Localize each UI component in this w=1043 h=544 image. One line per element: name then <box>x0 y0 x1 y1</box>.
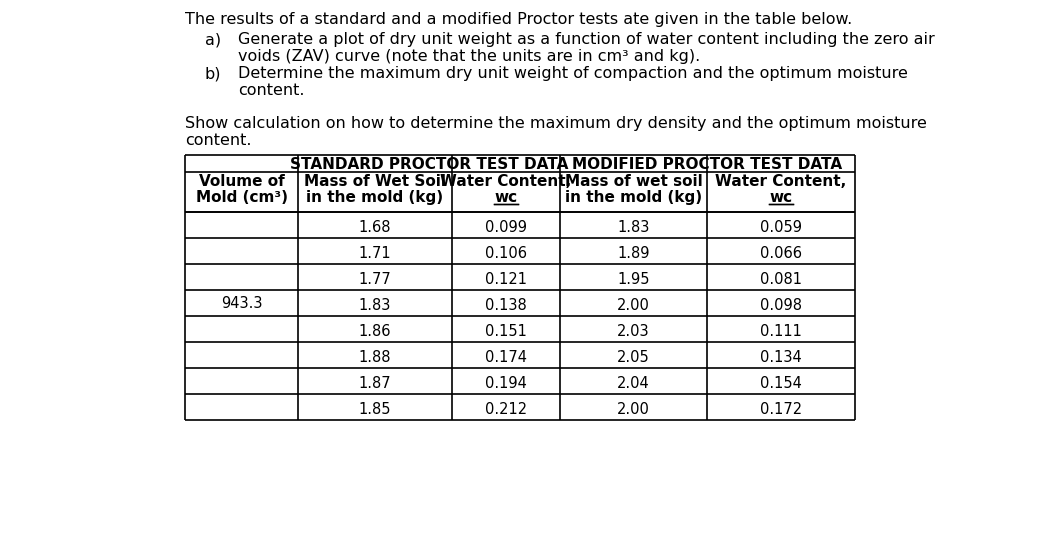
Text: 1.85: 1.85 <box>359 401 391 417</box>
Text: 1.83: 1.83 <box>617 219 650 234</box>
Text: Volume of: Volume of <box>198 174 285 189</box>
Text: 0.174: 0.174 <box>485 349 527 364</box>
Text: 943.3: 943.3 <box>221 295 262 311</box>
Text: 0.134: 0.134 <box>760 349 802 364</box>
Text: a): a) <box>205 32 221 47</box>
Text: b): b) <box>205 66 221 81</box>
Text: 0.194: 0.194 <box>485 375 527 391</box>
Text: 0.138: 0.138 <box>485 298 527 312</box>
Text: 0.154: 0.154 <box>760 375 802 391</box>
Text: 1.87: 1.87 <box>359 375 391 391</box>
Text: in the mold (kg): in the mold (kg) <box>565 190 702 205</box>
Text: 1.77: 1.77 <box>359 271 391 287</box>
Text: 0.212: 0.212 <box>485 401 527 417</box>
Text: 0.121: 0.121 <box>485 271 527 287</box>
Text: 2.00: 2.00 <box>617 298 650 312</box>
Text: 2.04: 2.04 <box>617 375 650 391</box>
Text: 1.95: 1.95 <box>617 271 650 287</box>
Text: 1.83: 1.83 <box>359 298 391 312</box>
Text: Show calculation on how to determine the maximum dry density and the optimum moi: Show calculation on how to determine the… <box>185 116 927 131</box>
Text: 0.151: 0.151 <box>485 324 527 338</box>
Text: MODIFIED PROCTOR TEST DATA: MODIFIED PROCTOR TEST DATA <box>573 157 843 172</box>
Text: 1.88: 1.88 <box>359 349 391 364</box>
Text: 0.172: 0.172 <box>760 401 802 417</box>
Text: content.: content. <box>238 83 305 98</box>
Text: Water Content,: Water Content, <box>440 174 572 189</box>
Text: 0.111: 0.111 <box>760 324 802 338</box>
Text: The results of a standard and a modified Proctor tests ate given in the table be: The results of a standard and a modified… <box>185 12 852 27</box>
Text: in the mold (kg): in the mold (kg) <box>307 190 443 205</box>
Text: Water Content,: Water Content, <box>715 174 847 189</box>
Text: 0.098: 0.098 <box>760 298 802 312</box>
Text: 1.86: 1.86 <box>359 324 391 338</box>
Text: STANDARD PROCTOR TEST DATA: STANDARD PROCTOR TEST DATA <box>290 157 568 172</box>
Text: Mass of Wet Soil: Mass of Wet Soil <box>304 174 446 189</box>
Text: 0.066: 0.066 <box>760 245 802 261</box>
Text: voids (ZAV) curve (note that the units are in cm³ and kg).: voids (ZAV) curve (note that the units a… <box>238 49 700 64</box>
Text: 0.099: 0.099 <box>485 219 527 234</box>
Text: 2.05: 2.05 <box>617 349 650 364</box>
Text: 0.081: 0.081 <box>760 271 802 287</box>
Text: Mass of wet soil: Mass of wet soil <box>564 174 702 189</box>
Text: wc: wc <box>770 190 793 205</box>
Text: Determine the maximum dry unit weight of compaction and the optimum moisture: Determine the maximum dry unit weight of… <box>238 66 907 81</box>
Text: 0.059: 0.059 <box>760 219 802 234</box>
Text: 2.03: 2.03 <box>617 324 650 338</box>
Text: 1.71: 1.71 <box>359 245 391 261</box>
Text: Generate a plot of dry unit weight as a function of water content including the : Generate a plot of dry unit weight as a … <box>238 32 935 47</box>
Text: 0.106: 0.106 <box>485 245 527 261</box>
Text: Mold (cm³): Mold (cm³) <box>195 190 288 205</box>
Text: 1.68: 1.68 <box>359 219 391 234</box>
Text: content.: content. <box>185 133 251 148</box>
Text: wc: wc <box>494 190 517 205</box>
Text: 1.89: 1.89 <box>617 245 650 261</box>
Text: 2.00: 2.00 <box>617 401 650 417</box>
